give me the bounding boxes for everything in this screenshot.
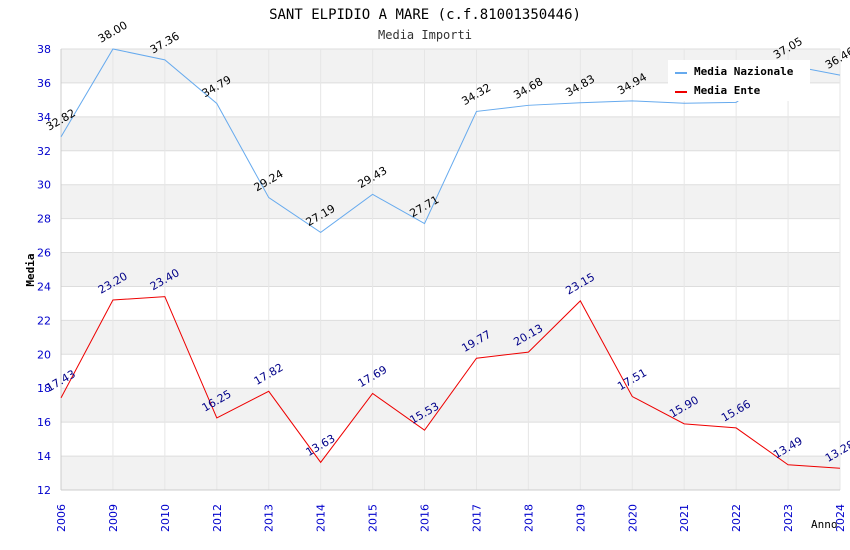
- x-tick-label: 2014: [315, 504, 328, 532]
- legend: Media Nazionale Media Ente: [668, 60, 810, 101]
- legend-label-ente: Media Ente: [694, 84, 761, 97]
- axes: [60, 49, 840, 491]
- y-tick-label: 38: [37, 43, 51, 56]
- grid-bands: [61, 49, 840, 490]
- x-tick-label: 2012: [211, 504, 224, 532]
- data-label: 13.28: [823, 438, 850, 465]
- y-tick-label: 26: [37, 247, 51, 260]
- x-tick-label: 2019: [574, 504, 587, 532]
- y-tick-label: 32: [37, 145, 51, 158]
- series-line-media-nazionale: [60, 48, 841, 233]
- grid-band: [61, 320, 840, 355]
- y-tick-label: 22: [37, 314, 51, 327]
- chart-title: SANT ELPIDIO A MARE (c.f.81001350446): [269, 7, 581, 23]
- x-tick-label: 2022: [730, 504, 743, 532]
- x-tick-label: 2013: [263, 504, 276, 532]
- y-tick-labels: 12 14 16 18 20 22 24 26 28 30 32 34 36 38: [37, 43, 51, 497]
- x-tick-label: 2017: [470, 504, 483, 532]
- grid-band: [61, 456, 840, 490]
- legend-label-nazionale: Media Nazionale: [694, 65, 794, 78]
- y-axis-label: Media: [24, 253, 37, 286]
- legend-box: [668, 60, 810, 101]
- x-tick-label: 2015: [367, 504, 380, 532]
- y-tick-label: 36: [37, 77, 51, 90]
- y-tick-label: 16: [37, 416, 51, 429]
- series-line-media-ente: [60, 296, 841, 469]
- x-tick-label: 2010: [159, 504, 172, 532]
- y-tick-label: 14: [37, 450, 51, 463]
- data-label: 38.00: [96, 19, 130, 46]
- grid-band: [61, 184, 840, 219]
- y-tick-label: 28: [37, 213, 51, 226]
- x-tick-label: 2018: [522, 504, 535, 532]
- x-axis-label: Anno: [811, 518, 838, 531]
- y-tick-label: 34: [37, 111, 51, 124]
- x-tick-label: 2009: [107, 504, 120, 532]
- y-tick-label: 12: [37, 484, 51, 497]
- x-tick-label: 2023: [782, 504, 795, 532]
- y-tick-label: 24: [37, 280, 51, 293]
- grid-lines: [60, 48, 841, 491]
- y-tick-label: 20: [37, 348, 51, 361]
- y-tick-label: 18: [37, 382, 51, 395]
- x-tick-labels: 2006 2009 2010 2012 2013 2014 2015 2016 2017 2018…: [55, 504, 847, 532]
- chart-subtitle: Media Importi: [378, 28, 472, 42]
- grid-band: [61, 116, 840, 151]
- y-tick-label: 30: [37, 179, 51, 192]
- series-lines: [60, 48, 841, 469]
- x-tick-label: 2024: [834, 504, 847, 532]
- x-tick-label: 2016: [419, 504, 432, 532]
- x-tick-label: 2020: [626, 504, 639, 532]
- grid-band: [61, 252, 840, 287]
- x-tick-label: 2006: [55, 504, 68, 532]
- x-tick-label: 2021: [678, 504, 691, 532]
